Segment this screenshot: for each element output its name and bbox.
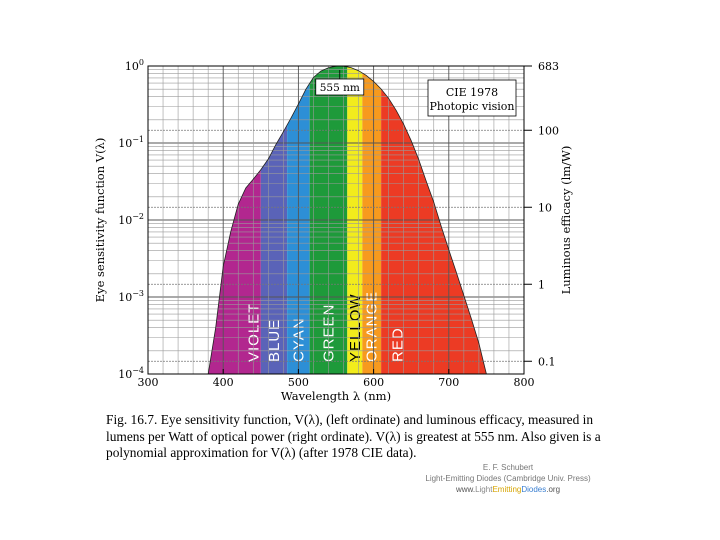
band-label-red: RED [390,327,407,362]
axis-labels: Wavelength λ (nm) Eye sensitivity functio… [93,138,573,403]
y-tick-label-left: 10−1 [118,135,144,150]
band-label-cyan: CYAN [290,317,307,362]
y-tick-exp: −3 [132,289,144,298]
credit-diodes: Diodes [521,485,547,494]
y-tick-label-left: 100 [125,58,144,73]
y-tick-label-left: 10−3 [118,289,144,304]
y-tick-label-right: 10 [538,201,552,214]
x-tick-label: 300 [138,376,159,389]
legend-box [427,79,517,117]
credit-www: www. [455,485,476,494]
y-tick-label-right: 0.1 [538,355,556,368]
y-tick-label-left: 10−4 [118,366,144,381]
band-label-green: GREEN [321,304,338,362]
y-tick-exp: −2 [132,212,144,221]
y-tick-base: 10 [118,368,132,381]
legend-line-2: Photopic vision [430,100,515,113]
credit-emitting: Emitting [492,485,522,494]
x-tick-label: 400 [213,376,234,389]
band-label-blue: BLUE [266,319,283,362]
y-tick-exp: 0 [139,58,144,67]
x-tick-label: 700 [438,376,459,389]
credit-org: .org [546,485,561,494]
y-tick-label-right: 683 [538,60,559,73]
y-tick-base: 10 [118,291,132,304]
y-tick-base: 10 [125,60,139,73]
legend-line-1: CIE 1978 [446,86,498,99]
y-axis-label-left: Eye sensitivity function V(λ) [93,138,107,303]
y-tick-label-right: 100 [538,124,559,137]
credit-light: Light [475,485,493,494]
x-tick-label: 800 [514,376,535,389]
caption-text: Eye sensitivity function, V(λ), (left or… [106,412,601,460]
peak-label: 555 nm [320,82,360,94]
x-tick-label: 500 [288,376,309,389]
credits: E. F. Schubert Light-Emitting Diodes (Ca… [398,462,618,495]
x-axis-label: Wavelength λ (nm) [281,389,391,403]
credit-author: E. F. Schubert [482,463,534,472]
y-tick-exp: −1 [132,135,144,144]
band-label-violet: VIOLET [245,303,262,362]
band-label-orange: ORANGE [364,291,381,362]
caption-lead: Fig. 16.7. [106,412,158,427]
y-tick-label-left: 10−2 [118,212,144,227]
credit-book: Light-Emitting Diodes (Cambridge Univ. P… [425,474,591,483]
x-tick-label: 600 [363,376,384,389]
y-tick-exp: −4 [132,366,144,375]
y-tick-base: 10 [118,137,132,150]
y-tick-base: 10 [118,214,132,227]
plot-frame [147,65,525,375]
credit-website: www.LightEmittingDiodes.org [398,484,618,495]
axis-ticks: 300 400 500 600 700 80010010−110−210−310−4683… [118,58,559,389]
y-axis-label-right: Luminous efficacy (lm/W) [559,146,573,295]
figure-caption: Fig. 16.7. Eye sensitivity function, V(λ… [106,412,626,462]
y-tick-label-right: 1 [538,278,545,291]
